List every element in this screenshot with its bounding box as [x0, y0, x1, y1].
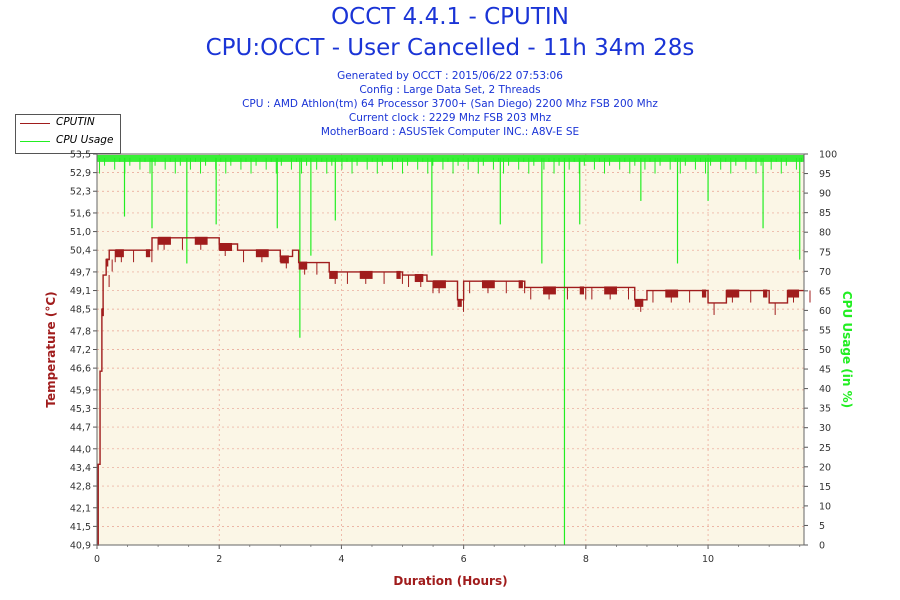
y-tick-label: 51,6 [70, 208, 91, 219]
y2-tick-label: 35 [819, 404, 831, 415]
y-tick-label: 53,5 [70, 150, 91, 161]
legend-item-cputin: CPUTIN [16, 115, 120, 133]
temperature-fluctuation [701, 289, 707, 298]
legend-label-cputin: CPUTIN [56, 116, 95, 128]
temperature-fluctuation [298, 261, 308, 270]
y-tick-label: 42,1 [70, 503, 91, 514]
y-tick-label: 40,9 [70, 541, 91, 552]
y-tick-label: 49,1 [70, 286, 91, 297]
temperature-fluctuation [115, 249, 124, 258]
y2-tick-label: 20 [819, 462, 831, 473]
y2-tick-label: 30 [819, 423, 831, 434]
y2-tick-label: 80 [819, 228, 831, 239]
info-clock: Current clock : 2229 Mhz FSB 203 Mhz [348, 112, 552, 124]
y-tick-label: 45,9 [70, 385, 91, 396]
info-generated: Generated by OCCT : 2015/06/22 07:53:06 [337, 70, 563, 82]
temperature-fluctuation [763, 289, 768, 298]
temperature-fluctuation [634, 298, 644, 307]
x-tick-label: 2 [216, 554, 222, 565]
x-tick-label: 6 [461, 554, 467, 565]
plot-frame [96, 153, 805, 546]
y-tick-label: 43,4 [70, 463, 91, 474]
temperature-series [97, 236, 811, 546]
y2-tick-label: 25 [819, 443, 831, 454]
y2-axis-label: CPU Usage (in %) [840, 291, 854, 408]
y2-tick-label: 95 [819, 169, 831, 180]
y2-tick-label: 70 [819, 267, 831, 278]
temperature-fluctuation [414, 274, 424, 283]
legend-swatch-cpu-usage [20, 141, 50, 142]
legend-item-cpu-usage: CPU Usage [16, 133, 120, 151]
temperature-fluctuation [106, 258, 109, 267]
y-tick-label: 44,7 [70, 423, 91, 434]
y2-tick-label: 55 [819, 325, 831, 336]
y2-tick-label: 65 [819, 286, 831, 297]
axes [93, 153, 808, 549]
y2-tick-label: 50 [819, 345, 831, 356]
y2-tick-label: 15 [819, 482, 831, 493]
legend-label-cpu-usage: CPU Usage [56, 134, 114, 146]
y-tick-label: 52,3 [70, 187, 91, 198]
y-tick-label: 52,9 [70, 168, 91, 179]
chart-subtitle: CPU:OCCT - User Cancelled - 11h 34m 28s [205, 35, 695, 61]
x-tick-label: 0 [94, 554, 100, 565]
chart-title: OCCT 4.4.1 - CPUTIN [331, 4, 569, 30]
x-axis-label: Duration (Hours) [393, 574, 507, 588]
y2-tick-label: 45 [819, 365, 831, 376]
plot-background [97, 154, 804, 545]
y-tick-label: 50,4 [70, 246, 91, 257]
cpu-usage-band [97, 155, 804, 162]
x-tick-label: 10 [702, 554, 714, 565]
y2-tick-label: 5 [819, 521, 825, 532]
temperature-fluctuation [579, 286, 585, 295]
y-tick-label: 42,8 [70, 482, 91, 493]
tick-labels: 40,9 41,5 42,1 42,8 43,4 44,0 44,7 45,3 45,9 46,6… [70, 150, 837, 566]
chart-legend: CPUTIN CPU Usage [15, 114, 121, 154]
y-tick-label: 47,2 [70, 345, 91, 356]
y-tick-label: 51,0 [70, 227, 91, 238]
y-tick-label: 47,8 [70, 326, 91, 337]
y-tick-label: 45,3 [70, 404, 91, 415]
y2-tick-label: 75 [819, 247, 831, 258]
temperature-fluctuation [518, 280, 523, 289]
y2-tick-label: 40 [819, 384, 831, 395]
y-tick-label: 44,0 [70, 444, 91, 455]
cpu-usage-series [97, 155, 804, 545]
y-tick-label: 48,5 [70, 305, 91, 316]
y2-tick-label: 60 [819, 306, 831, 317]
y-axis-label: Temperature (°C) [44, 291, 58, 407]
y2-tick-label: 0 [819, 541, 825, 552]
y-tick-label: 41,5 [70, 522, 91, 533]
temperature-fluctuation [457, 298, 462, 307]
temperature-fluctuation [329, 270, 338, 279]
x-tick-label: 8 [583, 554, 589, 565]
temperature-fluctuation [101, 308, 104, 317]
temperature-fluctuation [145, 249, 151, 258]
y2-tick-label: 90 [819, 189, 831, 200]
info-cpu: CPU : AMD Athlon(tm) 64 Processor 3700+ … [242, 98, 658, 110]
x-tick-label: 4 [338, 554, 344, 565]
y2-tick-label: 85 [819, 208, 831, 219]
y2-tick-label: 10 [819, 501, 831, 512]
y-tick-label: 49,7 [70, 267, 91, 278]
info-motherboard: MotherBoard : ASUSTek Computer INC.: A8V… [320, 126, 580, 138]
legend-swatch-cputin [20, 123, 50, 124]
y2-tick-label: 100 [819, 150, 837, 161]
y-tick-label: 46,6 [70, 364, 91, 375]
temperature-fluctuation [396, 270, 401, 279]
info-config: Config : Large Data Set, 2 Threads [359, 84, 541, 96]
temperature-fluctuation [280, 255, 289, 264]
